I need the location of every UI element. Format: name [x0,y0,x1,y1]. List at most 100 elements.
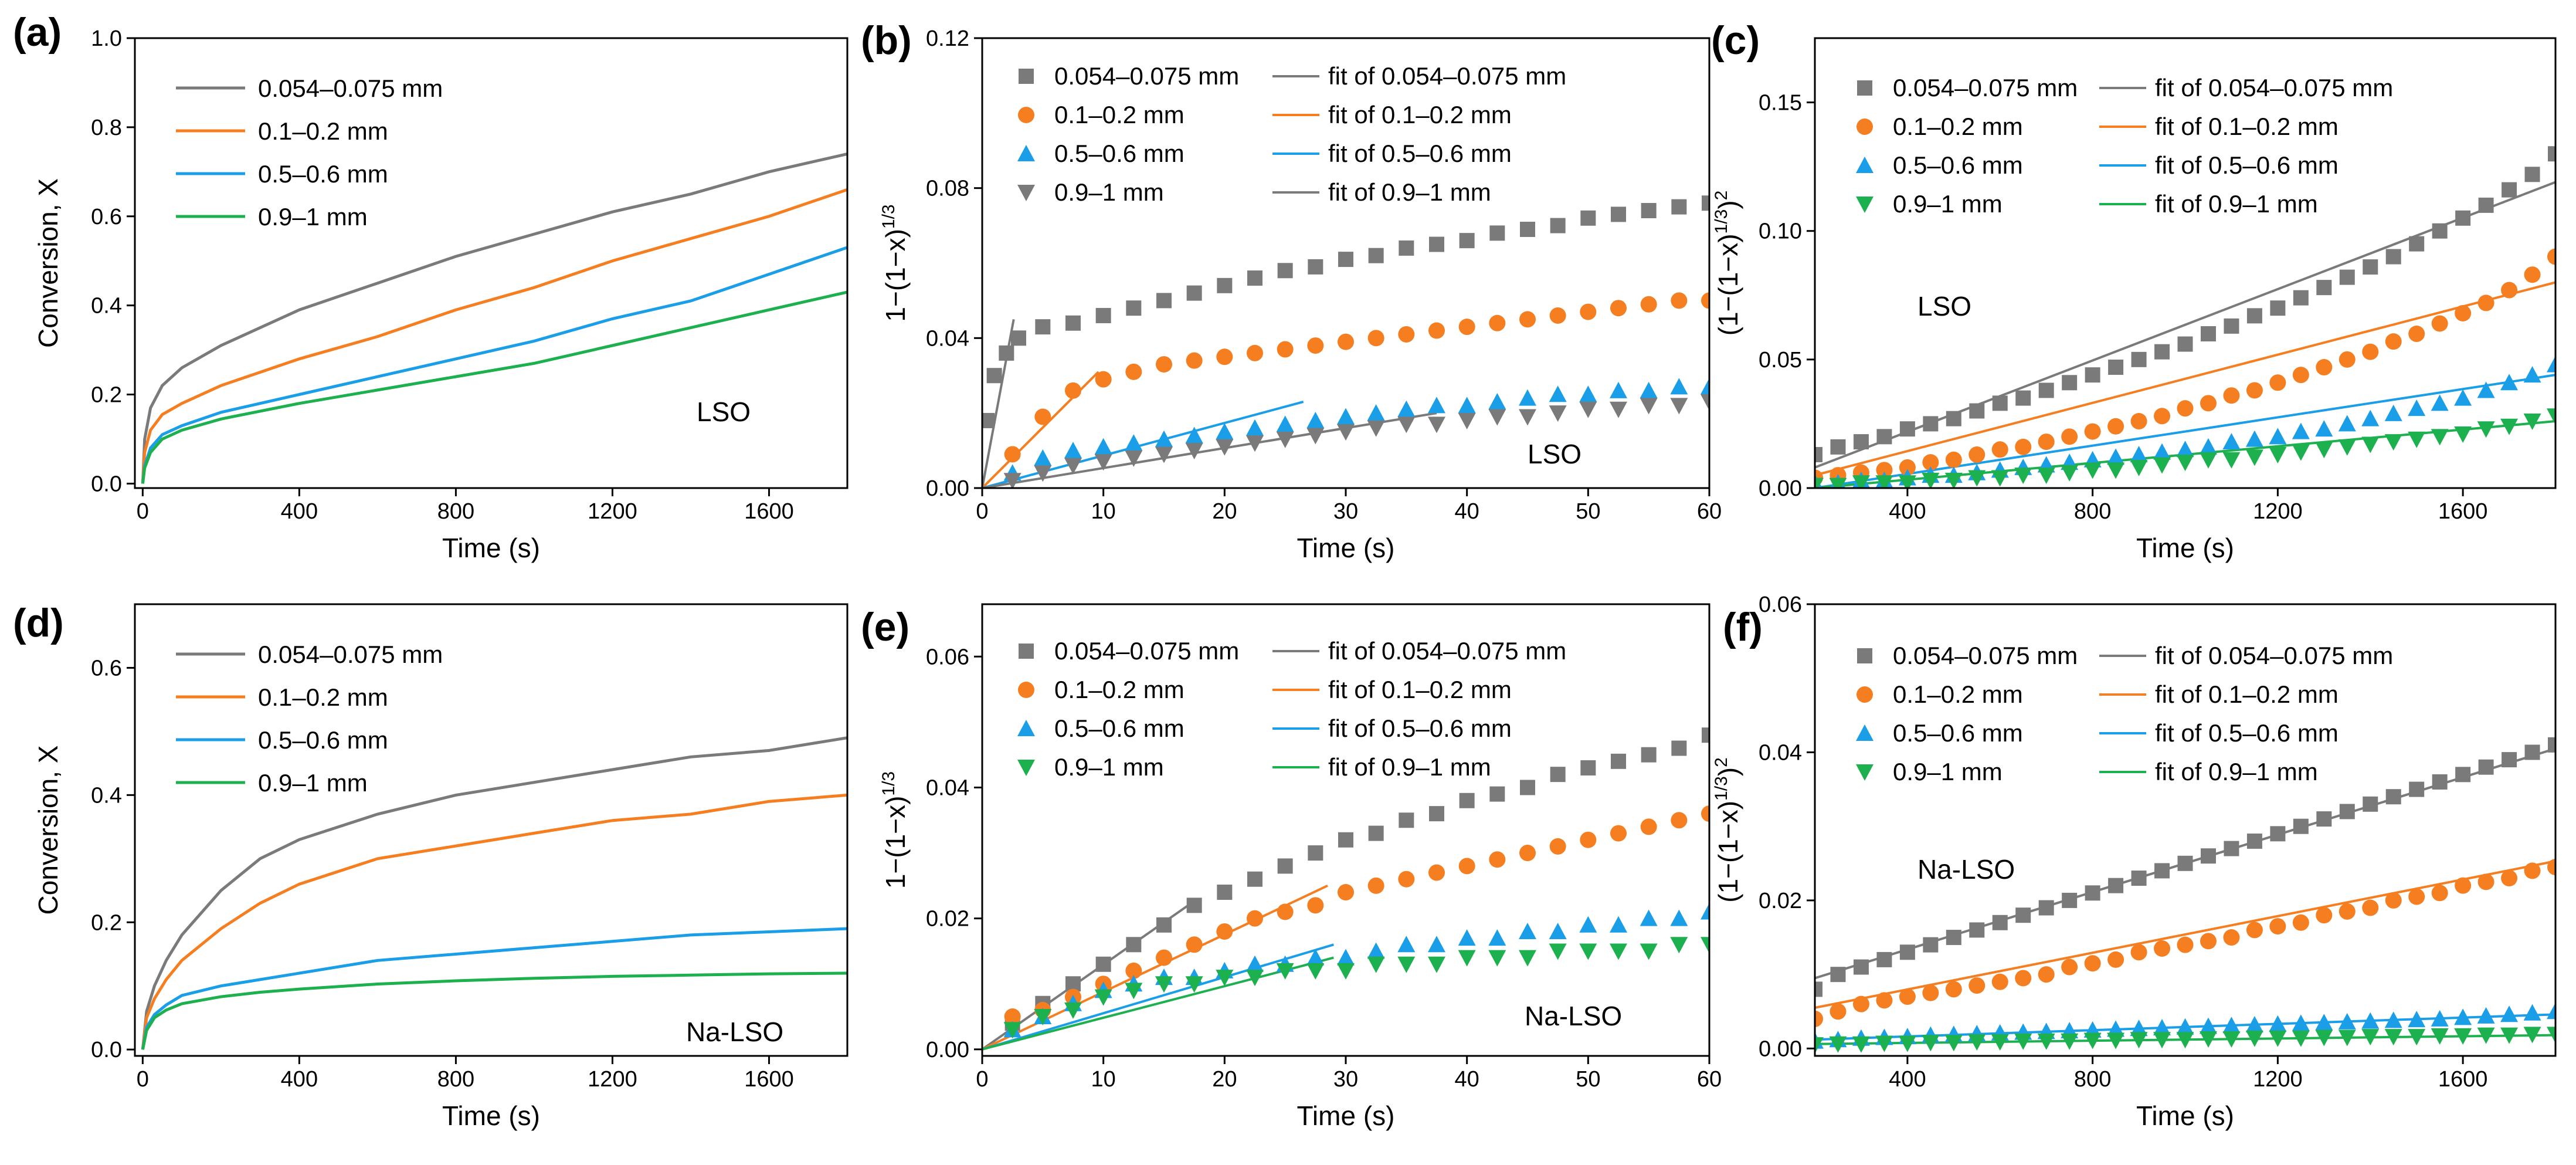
legend-label: fit of 0.9–1 mm [2155,758,2318,785]
data-point [2547,1003,2555,1020]
legend-label: 0.1–0.2 mm [1054,676,1185,703]
y-tick-label: 0.02 [1759,889,1802,913]
data-point [2454,389,2472,406]
legend-label: 0.5–0.6 mm [258,726,388,754]
data-point [2223,929,2240,946]
data-point [2500,418,2519,435]
data-point [1185,426,1203,443]
data-point [2338,1029,2356,1047]
legend-marker [1017,760,1035,776]
data-point [2177,400,2194,417]
legend-label: fit of 0.054–0.075 mm [1328,637,1566,665]
data-point [1610,381,1627,398]
data-point [1991,1034,2009,1051]
legend-label: 0.5–0.6 mm [258,160,388,188]
data-point [2293,290,2309,306]
data-point [1216,439,1234,456]
data-point [2477,1027,2495,1044]
legend-label: fit of 0.9–1 mm [1328,178,1491,206]
y-tick-label: 0.2 [91,383,122,408]
data-point [2061,959,2078,976]
data-point [1829,1036,1847,1053]
data-point [1399,812,1414,828]
data-point [2362,899,2379,916]
data-point [2083,462,2102,479]
legend-label: 0.5–0.6 mm [1893,719,2023,747]
panel-label: (d) [13,601,64,645]
series-4 [1815,408,2555,488]
data-point [2384,434,2402,451]
plot-data [141,152,847,484]
data-point [1428,416,1445,434]
legend-marker [1857,686,1873,703]
data-point [1247,270,1262,286]
panel-label: (e) [861,605,909,649]
data-point [2363,796,2378,812]
data-point [1307,897,1324,914]
panel-a: 0 400 800 1200 1600 0.0 0.2 0.4 0.6 0.8 1.0 Time (s… [13,10,849,563]
y-tick-label: 0.06 [1759,592,1802,617]
x-axis-label: Time (s) [1297,533,1395,563]
data-point [2037,1033,2055,1050]
data-point [2409,781,2425,797]
legend-label: 0.5–0.6 mm [1054,140,1185,167]
data-point [1246,970,1264,987]
series-line-3 [141,246,847,484]
y-tick-label: 1.0 [91,26,122,51]
data-point [1034,408,1051,425]
fit-line-2 [982,885,1328,1051]
x-tick-label: 50 [1576,1067,1600,1092]
data-point [1156,356,1172,373]
data-point [2292,444,2310,461]
data-point [2409,236,2425,252]
data-point [2477,381,2495,398]
series-3 [1003,378,1709,481]
data-point [2015,390,2031,406]
data-point [1519,311,1536,328]
data-point [1519,409,1536,426]
series-line-4 [141,290,847,484]
data-point [1397,416,1416,434]
data-point [2362,343,2379,360]
data-point [2361,1012,2380,1029]
axes-frame [134,603,849,1057]
y-tick-label: 0.6 [91,205,122,229]
data-point [2083,1032,2102,1049]
data-point [1246,419,1264,436]
data-point [1338,333,1354,350]
x-tick-label: 40 [1455,1067,1479,1092]
x-tick-label: 0 [137,1067,149,1092]
data-point [1852,1036,1870,1053]
sample-annotation: LSO [1528,439,1581,469]
data-point [1011,330,1026,346]
y-tick-label: 0.00 [1759,1037,1802,1061]
legend-label: 0.9–1 mm [1054,753,1164,781]
series-2 [1004,805,1709,1025]
data-point [1580,210,1596,226]
series-line-2 [141,793,847,1050]
data-point [1216,970,1234,987]
data-point [1246,435,1264,452]
data-point [1003,473,1021,488]
data-point [1815,981,1822,997]
data-point [1969,403,1985,419]
data-point [2315,1014,2333,1031]
data-point [2269,1030,2287,1047]
legend-marker [1018,682,1034,698]
x-tick-label: 1600 [2438,499,2488,524]
fit-line-3 [982,943,1334,1051]
data-point [2061,1033,2079,1050]
legend: 0.054–0.075 mm fit of 0.054–0.075 mm 0.1–0… [1856,642,2393,785]
data-point [2038,900,2054,916]
data-point [1969,446,1986,463]
data-point [2246,922,2263,939]
legend: 0.054–0.075 mm 0.1–0.2 mm 0.5–0.6 mm 0.9–1 … [176,74,443,231]
series-1 [1815,146,2555,463]
x-axis-label: Time (s) [1297,1100,1395,1131]
legend-label: fit of 0.9–1 mm [2155,190,2318,218]
y-axis-label: Conversion, X [33,178,63,348]
x-tick-label: 0 [976,499,988,524]
data-point [2477,873,2494,890]
data-point [2245,1015,2263,1032]
data-point [2477,1007,2495,1024]
